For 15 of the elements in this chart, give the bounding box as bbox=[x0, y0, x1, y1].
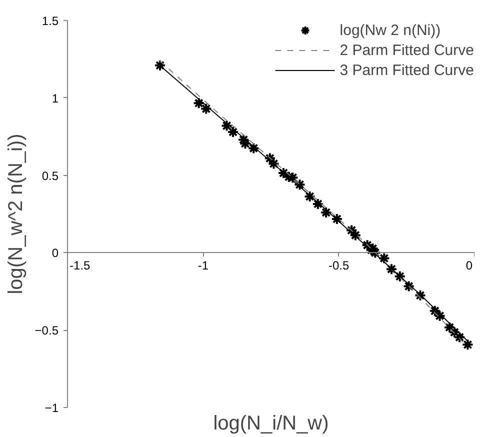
legend-label: 3 Parm Fitted Curve bbox=[340, 61, 474, 79]
x-axis-title: log(N_i/N_w) bbox=[213, 412, 329, 434]
y-tick-label: −1 bbox=[44, 401, 59, 415]
y-axis-title: log(N_w^2 n(N_i)) bbox=[4, 134, 27, 294]
x-tick-label: -1.5 bbox=[70, 258, 91, 273]
legend-label: log(Nw 2 n(Ni)) bbox=[340, 21, 441, 39]
legend-label: 2 Parm Fitted Curve bbox=[340, 41, 474, 59]
y-tick-label: 1 bbox=[52, 91, 59, 106]
y-tick-label: 0.5 bbox=[42, 168, 59, 183]
x-tick-label: -1 bbox=[198, 258, 209, 273]
x-tick-label: 0 bbox=[466, 258, 473, 273]
y-tick-label: 0 bbox=[52, 246, 59, 260]
y-tick-label: −0.5 bbox=[34, 324, 59, 338]
y-tick-label: 1.5 bbox=[42, 14, 59, 28]
x-tick-label: -0.5 bbox=[328, 258, 350, 273]
